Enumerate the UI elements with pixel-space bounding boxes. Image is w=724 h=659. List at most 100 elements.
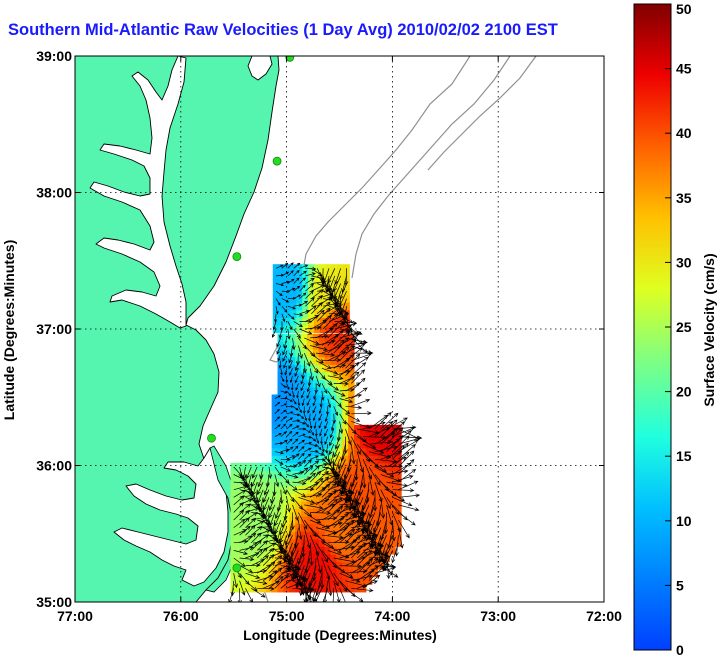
speed-cell [301,508,308,517]
velocity-arrow [318,421,323,429]
velocity-arrow [311,275,326,281]
speed-cell [342,538,349,547]
speed-cell [342,409,349,418]
velocity-arrow [298,406,302,414]
velocity-arrow [294,557,305,580]
speed-cell [301,356,308,365]
x-tick-label: 75:00 [269,608,305,624]
velocity-arrow [286,489,295,503]
speed-cell [336,576,343,585]
speed-cell [342,500,349,509]
speed-cell [302,294,309,303]
velocity-arrow [249,482,254,497]
y-tick-label: 39:00 [36,48,72,64]
speed-cell [301,364,308,373]
velocity-arrow [280,416,287,422]
velocity-arrow [333,329,350,346]
velocity-arrow [309,535,320,557]
velocity-arrow [321,390,325,401]
speed-cell [337,264,344,273]
speed-cell [342,386,349,396]
speed-cell [242,485,249,494]
velocity-arrow [321,323,338,339]
velocity-arrow [342,474,352,495]
velocity-arrow [360,497,370,518]
velocity-arrow [323,580,329,602]
velocity-arrow [274,466,282,477]
velocity-arrow [276,337,282,348]
velocity-arrow [293,262,301,269]
speed-cell [330,409,337,418]
velocity-arrow [268,466,273,480]
speed-cell [313,286,321,296]
speed-cell [242,531,249,540]
speed-cell [236,515,243,525]
speed-cell [336,409,343,418]
velocity-arrow [303,413,308,422]
velocity-arrow [327,339,345,354]
speed-cell [271,447,279,456]
velocity-arrow [328,275,336,292]
speed-cell [301,561,308,570]
velocity-arrow [351,535,367,551]
velocity-arrow [292,481,307,486]
speed-cell [277,569,285,578]
speed-cell [295,462,302,472]
velocity-arrow [272,321,277,331]
speed-cell [312,341,320,350]
velocity-arrow [275,264,284,269]
speed-cell [271,584,279,593]
velocity-arrow [293,269,300,277]
velocity-arrow [333,324,353,339]
velocity-arrow [387,527,393,549]
speed-cell [259,493,267,502]
velocity-arrow [300,375,305,385]
velocity-arrow [398,469,417,483]
speed-cell [377,455,385,464]
velocity-arrow [392,451,410,468]
velocity-arrow [321,534,344,540]
speed-cell [312,447,320,456]
velocity-arrow [295,565,305,588]
velocity-arrow [354,497,364,518]
velocity-arrow [298,427,307,431]
speed-cell [336,402,343,411]
velocity-arrow [279,527,287,544]
colorbar-tick-label: 40 [676,125,692,141]
speed-cell [336,394,343,403]
velocity-arrow [287,278,295,284]
velocity-arrow [339,564,363,569]
speed-cell [336,553,343,563]
speed-cell [312,417,320,426]
velocity-arrow [299,292,307,299]
velocity-arrow [380,474,402,483]
velocity-arrow [286,438,293,445]
velocity-arrow [356,443,371,463]
velocity-arrow [299,300,309,307]
velocity-arrow [380,519,387,541]
speed-cell [301,478,308,487]
speed-cell [312,432,320,441]
speed-cell [365,500,373,509]
velocity-arrow [293,313,304,317]
velocity-arrow [286,464,298,469]
speed-cell [365,485,373,494]
velocity-arrow [329,436,335,447]
speed-cell [383,500,390,509]
speed-cell [308,302,315,311]
velocity-arrow [356,550,373,566]
speed-cell [253,478,261,487]
velocity-arrow [313,421,317,430]
speed-cell [330,561,337,570]
speed-cell [278,286,286,296]
speed-cell [330,440,337,449]
speed-cell [306,364,314,373]
velocity-arrow [292,398,297,405]
velocity-arrow [312,557,317,582]
colorbar-ticks: 0 5 10 15 20 25 30 35 40 45 50 [665,1,692,658]
speed-cell [230,531,237,540]
speed-cell [383,538,390,547]
velocity-arrow [332,413,336,424]
speed-cell [306,500,314,509]
velocity-arrow [327,375,344,381]
